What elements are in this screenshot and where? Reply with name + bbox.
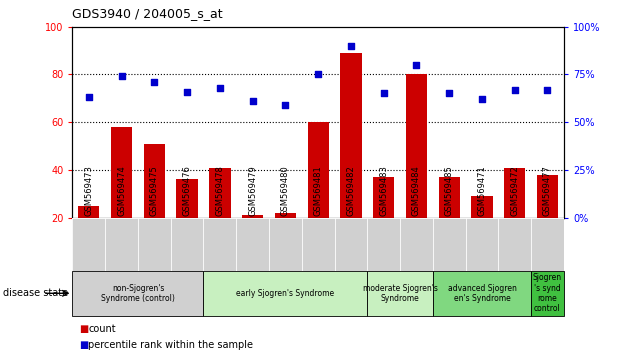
Bar xyxy=(203,218,236,271)
Point xyxy=(477,96,487,102)
Text: non-Sjogren's
Syndrome (control): non-Sjogren's Syndrome (control) xyxy=(101,284,175,303)
Bar xyxy=(531,271,564,316)
Bar xyxy=(537,175,558,266)
Point xyxy=(346,43,356,48)
Point xyxy=(248,98,258,104)
Bar xyxy=(471,196,493,266)
Bar xyxy=(72,271,203,316)
Bar xyxy=(236,218,269,271)
Bar xyxy=(176,179,198,266)
Bar xyxy=(203,271,367,316)
Text: count: count xyxy=(88,324,116,334)
Bar xyxy=(105,218,138,271)
Text: disease state: disease state xyxy=(3,288,68,298)
Point xyxy=(313,72,323,77)
Text: ■: ■ xyxy=(79,324,88,334)
Text: GDS3940 / 204005_s_at: GDS3940 / 204005_s_at xyxy=(72,7,223,20)
Text: moderate Sjogren's
Syndrome: moderate Sjogren's Syndrome xyxy=(363,284,437,303)
Bar xyxy=(335,218,367,271)
Bar xyxy=(209,167,231,266)
Bar xyxy=(78,206,100,266)
Bar xyxy=(406,74,427,266)
Bar xyxy=(433,218,466,271)
Bar xyxy=(433,271,531,316)
Bar xyxy=(111,127,132,266)
Bar xyxy=(144,144,165,266)
Bar xyxy=(504,167,525,266)
Bar xyxy=(438,177,460,266)
Bar xyxy=(138,218,171,271)
Bar xyxy=(307,122,329,266)
Point xyxy=(182,89,192,95)
Bar xyxy=(367,271,433,316)
Point xyxy=(149,79,159,85)
Bar xyxy=(400,218,433,271)
Point xyxy=(215,85,225,91)
Bar xyxy=(302,218,335,271)
Bar xyxy=(466,218,498,271)
Text: percentile rank within the sample: percentile rank within the sample xyxy=(88,340,253,350)
Bar xyxy=(373,177,394,266)
Bar xyxy=(171,218,203,271)
Point xyxy=(84,95,94,100)
Bar xyxy=(269,218,302,271)
Point xyxy=(444,91,454,96)
Text: ■: ■ xyxy=(79,340,88,350)
Bar xyxy=(498,218,531,271)
Bar xyxy=(242,215,263,266)
Point xyxy=(379,91,389,96)
Text: advanced Sjogren
en's Syndrome: advanced Sjogren en's Syndrome xyxy=(447,284,517,303)
Text: Sjogren
's synd
rome
control: Sjogren 's synd rome control xyxy=(533,273,562,313)
Point xyxy=(542,87,553,92)
Bar xyxy=(275,213,296,266)
Point xyxy=(411,62,421,68)
Bar xyxy=(340,53,362,266)
Text: early Sjogren's Syndrome: early Sjogren's Syndrome xyxy=(236,289,335,298)
Bar xyxy=(367,218,400,271)
Point xyxy=(117,73,127,79)
Bar xyxy=(531,218,564,271)
Point xyxy=(280,102,290,108)
Bar xyxy=(72,218,105,271)
Point xyxy=(510,87,520,92)
